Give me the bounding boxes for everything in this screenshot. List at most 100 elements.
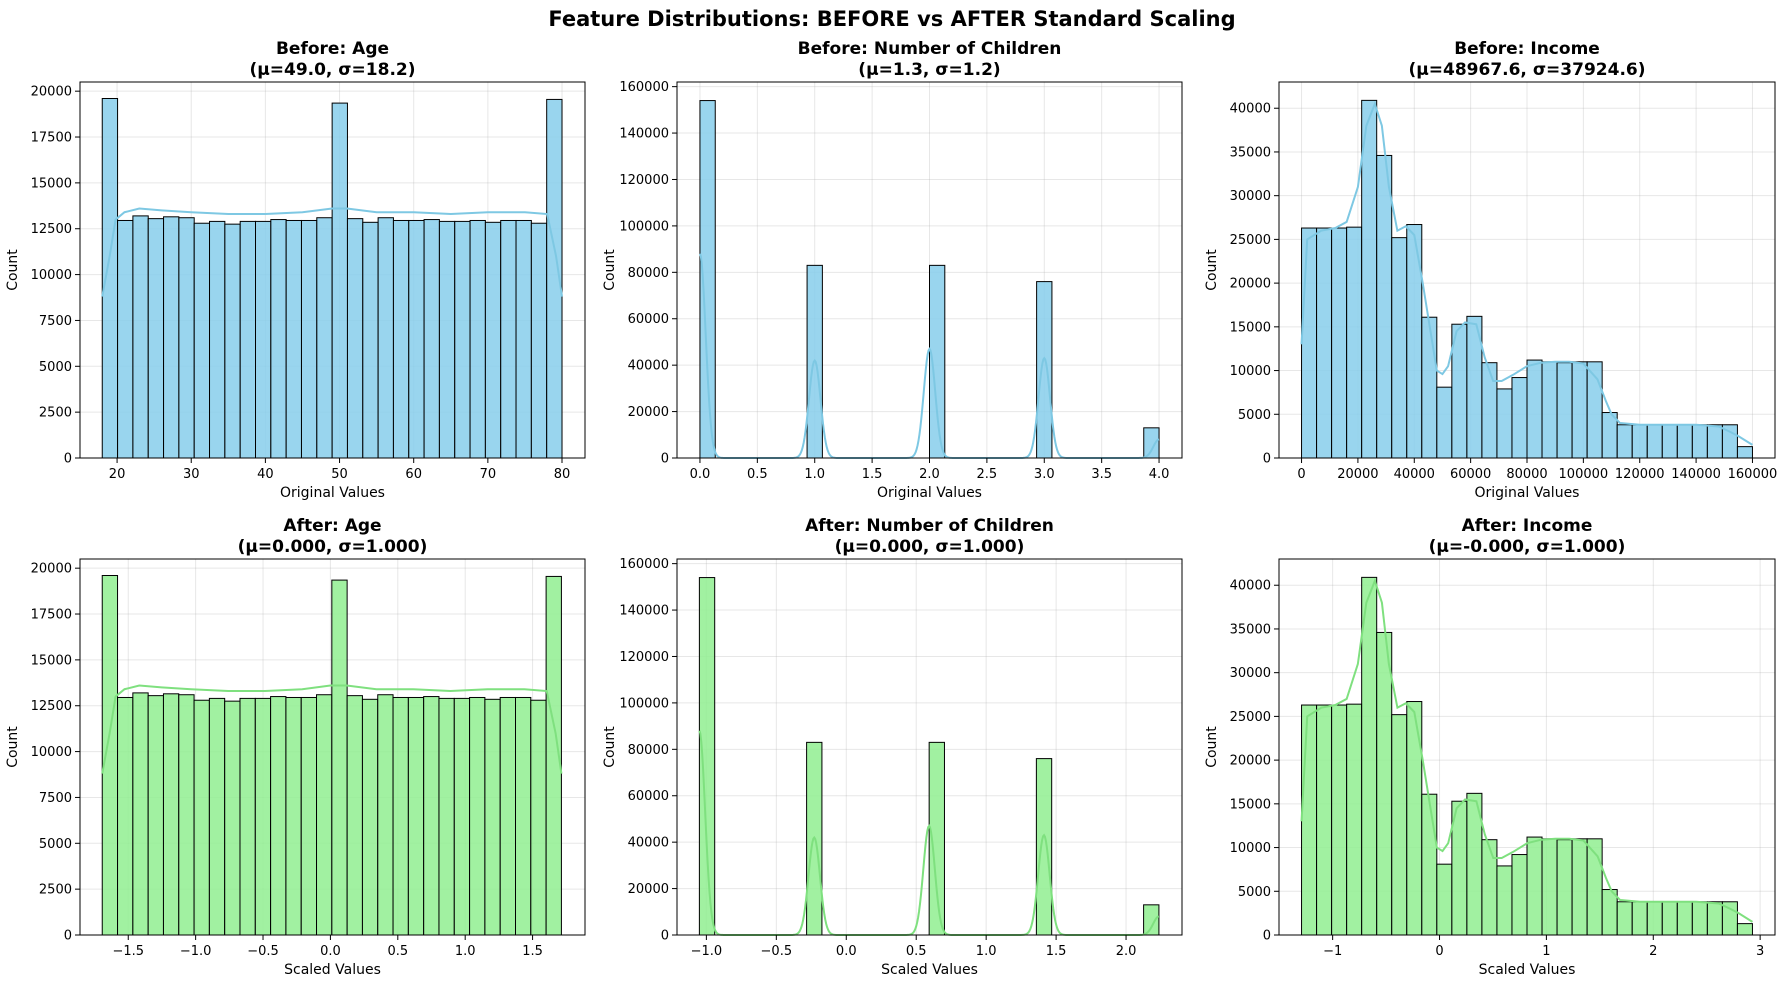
x-axis-label: Original Values (877, 485, 982, 501)
histogram-bar (1616, 424, 1633, 459)
x-tick-label: 80000 (1506, 467, 1547, 482)
histogram-bar (101, 98, 119, 459)
histogram-bar (1331, 704, 1348, 936)
y-axis-label: Count (602, 726, 618, 768)
histogram-bar (316, 217, 333, 459)
y-tick-label: 100000 (619, 219, 669, 234)
histogram-bar (514, 696, 532, 936)
y-tick-label: 5000 (39, 837, 72, 852)
y-tick-label: 5000 (1238, 408, 1271, 423)
x-tick-label: 4.0 (1149, 467, 1170, 482)
y-tick-label: 20000 (1230, 754, 1271, 769)
histogram-bar (1361, 99, 1378, 459)
subplots: Before: Age(μ=49.0, σ=18.2)20 30 40 50 60 70 8… (5, 39, 1777, 978)
histogram-bar (1143, 904, 1160, 936)
subplot-title: After: Age (283, 516, 381, 536)
y-tick-label: 80000 (628, 743, 669, 758)
histogram-bar (255, 220, 272, 459)
histogram-bar (1646, 901, 1663, 936)
x-tick-label: 0.0 (320, 944, 341, 959)
histogram-bar (239, 220, 257, 459)
y-tick-label: 17500 (31, 131, 72, 146)
y-tick-label: 140000 (619, 127, 669, 142)
histogram-bar (300, 696, 318, 936)
histogram-bar (1601, 412, 1618, 459)
histogram-bar (484, 698, 501, 936)
x-tick-label: 1 (1542, 944, 1550, 959)
y-tick-label: 160000 (619, 557, 669, 572)
histogram-bar (1601, 889, 1618, 936)
histogram-bar (1481, 839, 1498, 936)
subplot-title: Before: Number of Children (798, 39, 1062, 59)
histogram-bar (423, 219, 440, 459)
y-tick-label: 120000 (619, 650, 669, 665)
histogram-bar (1646, 424, 1663, 459)
histogram-bar (1316, 704, 1333, 936)
y-tick-label: 5000 (1238, 885, 1271, 900)
y-tick-label: 60000 (628, 789, 669, 804)
x-axis-label: Original Values (280, 485, 385, 501)
x-tick-label: 0.5 (906, 944, 927, 959)
y-tick-label: 30000 (1230, 666, 1271, 681)
histogram-bar (1143, 427, 1160, 459)
x-tick-label: 0.5 (387, 944, 408, 959)
histogram-bar (162, 693, 180, 936)
histogram-bar (300, 219, 318, 459)
y-tick-label: 0 (64, 929, 72, 944)
y-tick-label: 15000 (1230, 320, 1271, 335)
histogram-bar (1331, 227, 1348, 459)
histogram-bar (1526, 836, 1543, 936)
y-axis-label: Count (1204, 249, 1220, 291)
histogram-bar (1706, 901, 1723, 936)
histogram-bar (469, 219, 486, 459)
x-axis-label: Scaled Values (284, 962, 381, 978)
y-tick-label: 5000 (39, 360, 72, 375)
x-tick-label: 1.5 (1046, 944, 1067, 959)
subplot-subtitle: (μ=1.3, σ=1.2) (858, 60, 1000, 80)
x-tick-label: 2 (1649, 944, 1657, 959)
histogram-bar (1316, 227, 1333, 459)
histogram-bar (254, 697, 272, 936)
x-tick-label: 3 (1756, 944, 1764, 959)
subplot-4: After: Age(μ=0.000, σ=1.000) −1.5 −1.0 −0.5… (5, 516, 586, 978)
histogram-bar (1541, 361, 1558, 459)
x-tick-label: 50 (331, 467, 348, 482)
histogram-bar (1691, 901, 1708, 936)
histogram-bar (1346, 226, 1363, 459)
histogram-bar (1436, 863, 1453, 936)
y-tick-label: 40000 (1230, 579, 1271, 594)
histogram-bar (1511, 377, 1528, 459)
histogram-bar (1556, 839, 1573, 936)
y-tick-label: 120000 (619, 173, 669, 188)
x-tick-label: 1.0 (804, 467, 825, 482)
subplot-title: Before: Age (276, 39, 389, 59)
histogram-bar (392, 696, 409, 936)
histogram-bar (1556, 362, 1573, 459)
histogram-bar (407, 696, 425, 936)
subplot-title: After: Income (1462, 516, 1593, 536)
y-tick-label: 0 (661, 452, 669, 467)
x-tick-label: −0.5 (247, 944, 279, 959)
histogram-bar (1631, 424, 1648, 459)
histogram-bar (178, 694, 195, 936)
histogram-bar (270, 696, 287, 936)
y-tick-label: 25000 (1230, 710, 1271, 725)
x-tick-label: 20000 (1337, 467, 1378, 482)
kde-line (101, 684, 563, 774)
figure-title: Feature Distributions: BEFORE vs AFTER S… (548, 7, 1235, 31)
histogram-bar (346, 695, 363, 936)
histogram-bar (392, 219, 410, 459)
histogram-bar (423, 696, 440, 936)
histogram-bar (1391, 714, 1408, 936)
histogram-bar (1676, 424, 1693, 459)
y-tick-label: 15000 (1230, 797, 1271, 812)
histogram-bar (270, 219, 287, 459)
histogram-bar (132, 692, 149, 936)
y-tick-label: 40000 (628, 359, 669, 374)
y-tick-label: 40000 (1230, 102, 1271, 117)
subplot-3: Before: Income(μ=48967.6, σ=37924.6) 0 200… (1204, 39, 1777, 501)
histogram-bar (208, 697, 226, 936)
x-tick-label: 1.0 (455, 944, 476, 959)
y-tick-label: 160000 (619, 80, 669, 95)
kde-line (1300, 577, 1753, 923)
